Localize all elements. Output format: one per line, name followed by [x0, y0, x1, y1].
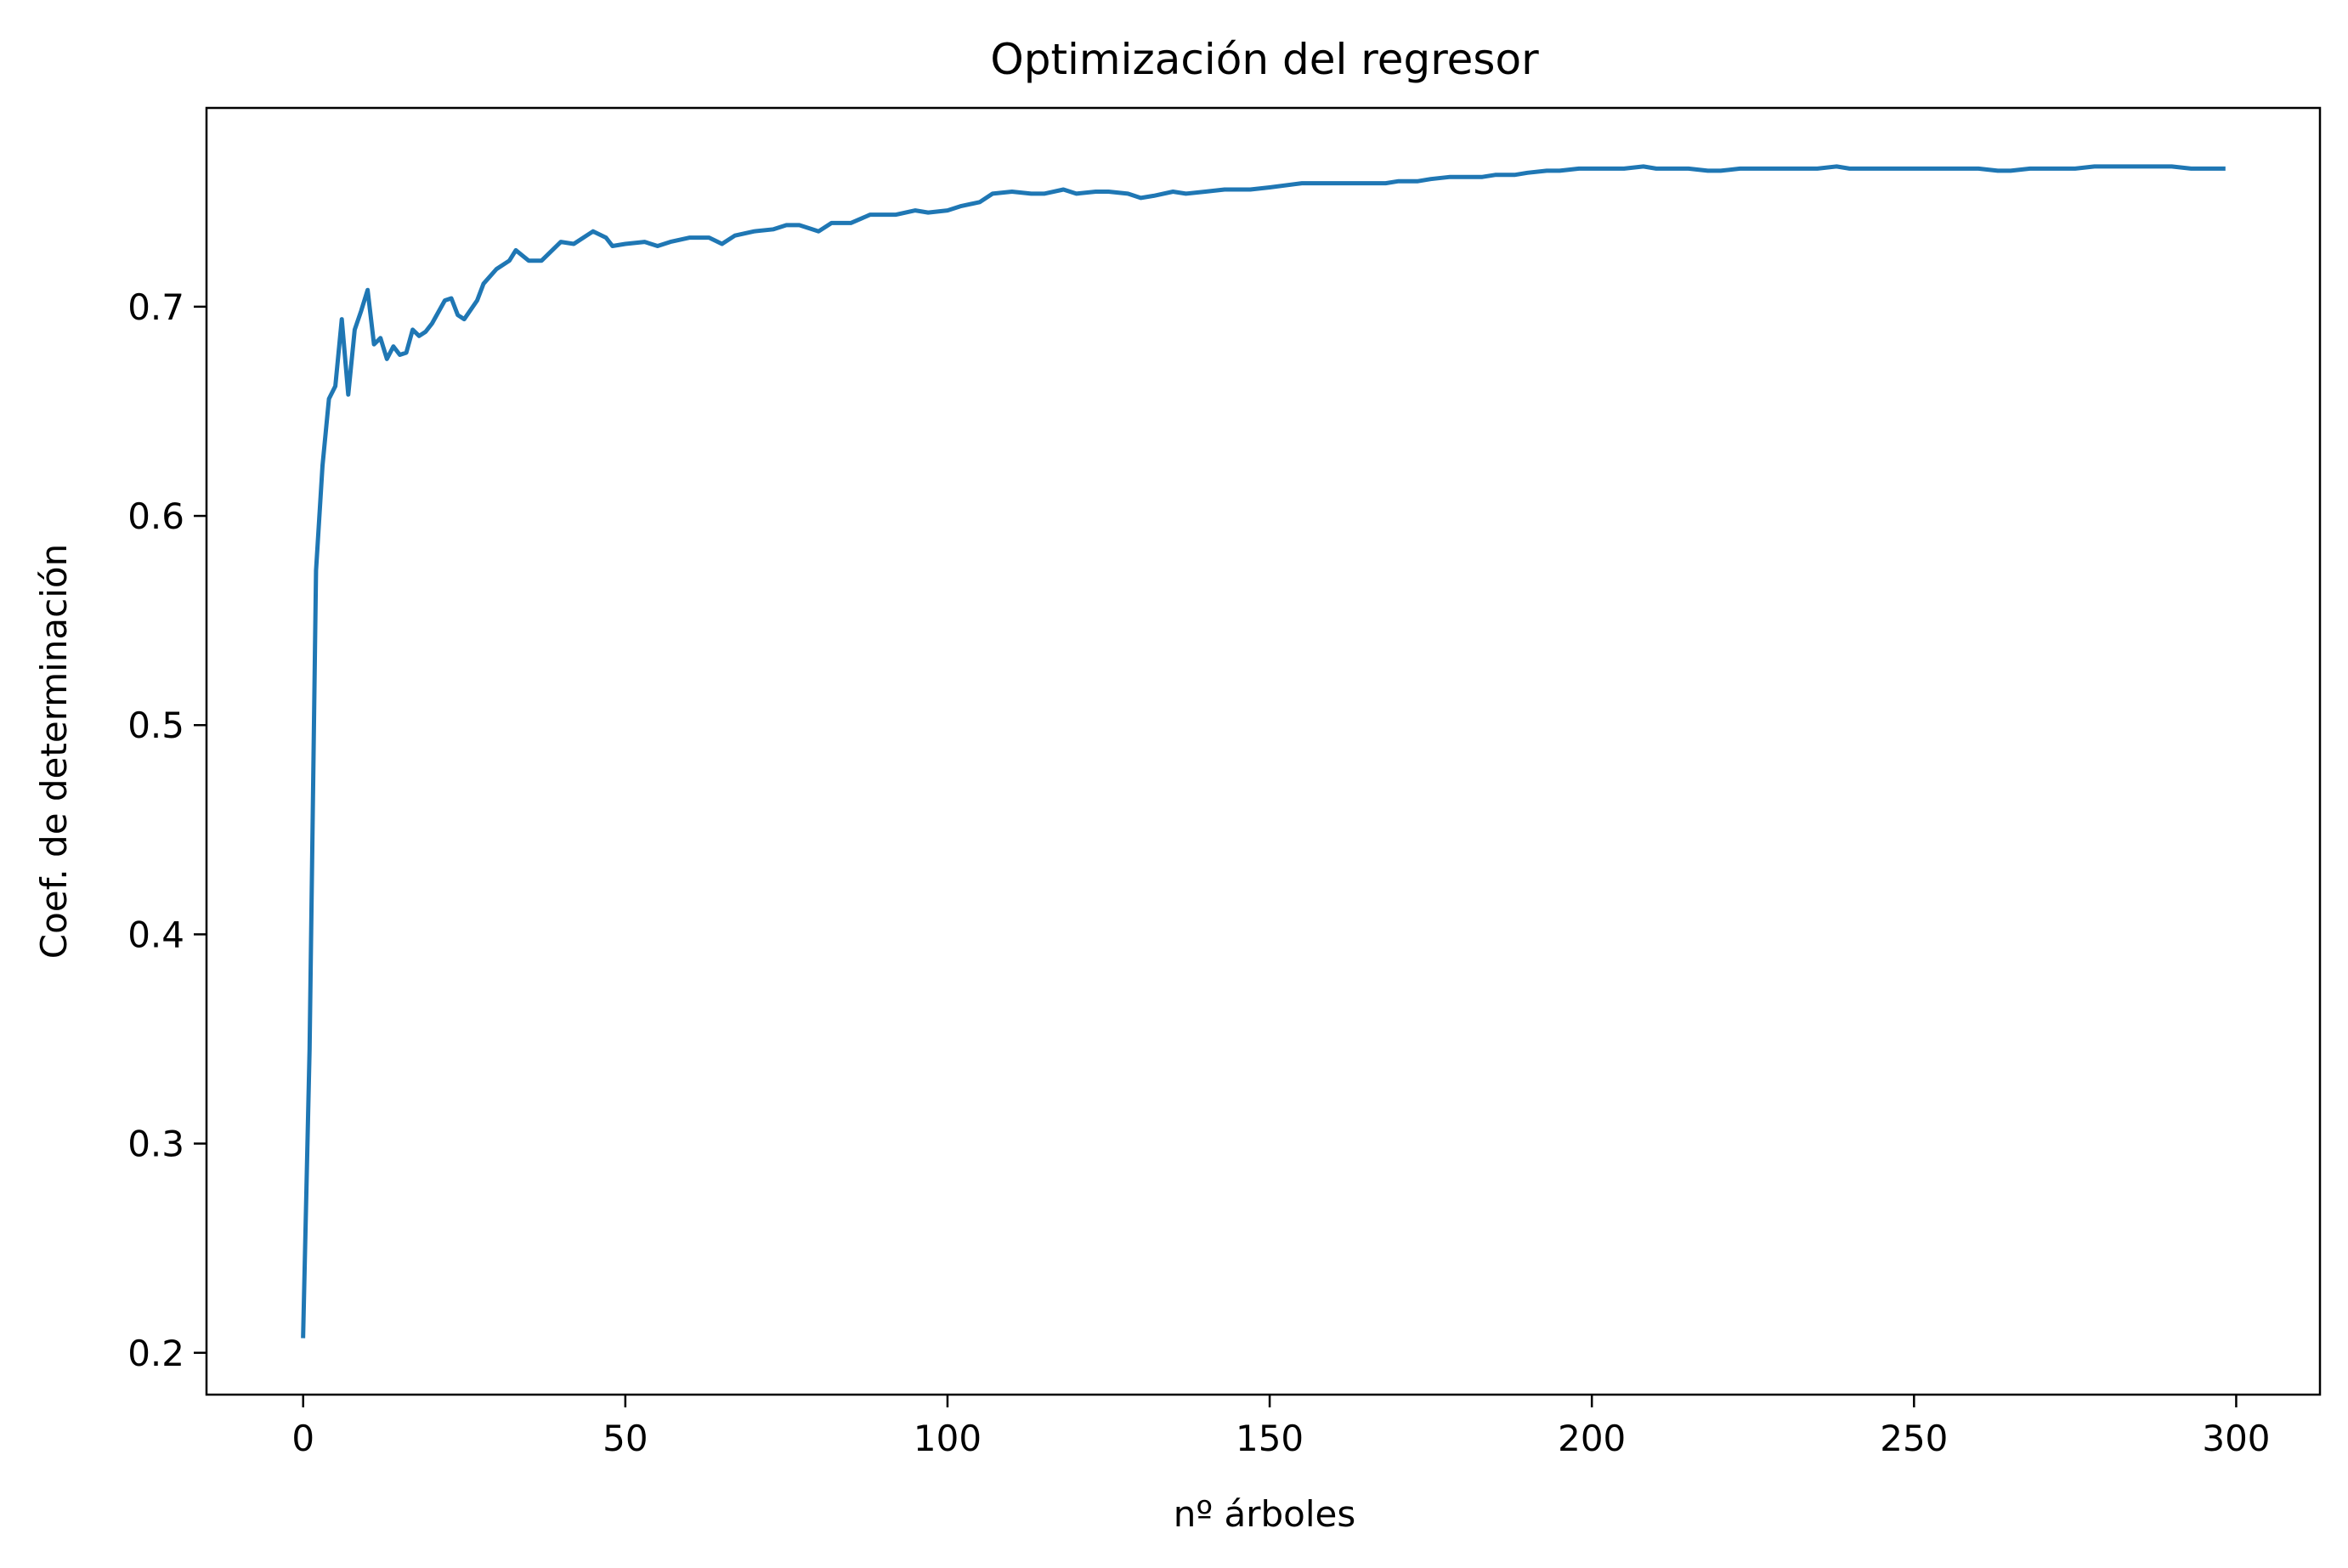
chart-title: Optimización del regresor: [990, 35, 1539, 84]
y-tick-label: 0.4: [127, 914, 184, 955]
y-tick-label: 0.5: [127, 705, 184, 746]
series-line: [301, 164, 2226, 1339]
x-tick-label: 250: [1880, 1418, 1948, 1459]
x-tick-label: 150: [1236, 1418, 1304, 1459]
x-axis-title: nº árboles: [1174, 1493, 1356, 1535]
x-tick-label: 200: [1558, 1418, 1626, 1459]
x-tick-label: 0: [291, 1418, 314, 1459]
plot-frame: [205, 106, 2322, 1396]
y-tick-label: 0.2: [127, 1333, 184, 1374]
x-tick-label: 50: [603, 1418, 648, 1459]
y-tick-label: 0.3: [127, 1124, 184, 1165]
x-tick-label: 100: [914, 1418, 982, 1459]
y-axis-title: Coef. de determinación: [33, 544, 75, 959]
x-axis: 0 50 100 150 200 250 300: [291, 1395, 2271, 1459]
plot-area: [301, 164, 2226, 1339]
x-tick-label: 300: [2202, 1418, 2270, 1459]
y-tick-label: 0.7: [127, 286, 184, 328]
y-axis: 0.2 0.3 0.4 0.5 0.6 0.7: [127, 286, 207, 1374]
y-tick-label: 0.6: [127, 495, 184, 537]
